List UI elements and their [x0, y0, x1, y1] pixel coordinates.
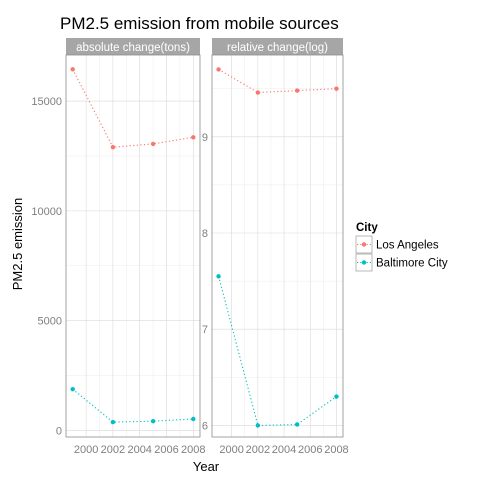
panel-1: absolute change(tons) 0 5000 10000 15000 2000… — [31, 38, 206, 456]
data-point-los-angeles — [294, 88, 300, 93]
data-point-baltimore-city — [191, 416, 196, 422]
data-point-los-angeles — [150, 141, 156, 147]
x-tick-label: 2004 — [272, 444, 296, 456]
panel-2: relative change(log) 6 7 8 9 2000 2002 2004 2006… — [202, 38, 349, 456]
y-tick-label: 5000 — [38, 316, 62, 328]
y-tick-label: 7 — [202, 324, 208, 336]
x-tick-label: 2006 — [154, 444, 178, 456]
series-line-los-angeles — [72, 69, 194, 148]
legend-key-point — [361, 242, 367, 247]
panel-2-strip — [212, 38, 343, 55]
data-point-baltimore-city — [70, 386, 75, 392]
y-tick-label: 15000 — [31, 96, 62, 108]
y-tick-label: 8 — [202, 228, 208, 240]
y-tick-label: 6 — [202, 420, 208, 432]
data-point-los-angeles — [334, 86, 339, 91]
legend-key-point — [361, 260, 367, 265]
data-point-baltimore-city — [255, 423, 261, 428]
legend-label: Baltimore City — [376, 258, 448, 270]
data-point-baltimore-city — [150, 418, 156, 424]
x-tick-label: 2008 — [181, 444, 205, 456]
x-tick-label: 2008 — [324, 444, 348, 456]
data-point-los-angeles — [255, 90, 261, 95]
legend: City Los Angeles Baltimore City — [355, 222, 448, 272]
y-tick-label: 0 — [56, 425, 62, 437]
panels-layer: absolute change(tons) 0 5000 10000 15000 2000… — [31, 38, 349, 456]
data-point-baltimore-city — [216, 274, 221, 279]
legend-title: City — [356, 222, 378, 234]
x-tick-label: 2006 — [298, 444, 322, 456]
data-point-baltimore-city — [334, 394, 339, 399]
x-tick-label: 2002 — [246, 444, 270, 456]
legend-item-los-angeles: Los Angeles — [355, 235, 439, 254]
data-point-los-angeles — [110, 145, 116, 150]
y-tick-label: 10000 — [31, 206, 62, 218]
data-point-los-angeles — [216, 67, 221, 72]
panel-1-strip-label: absolute change(tons) — [76, 42, 190, 54]
x-tick-label: 2004 — [127, 444, 151, 456]
data-point-baltimore-city — [110, 419, 116, 425]
series-line-baltimore-city — [72, 388, 194, 423]
data-point-los-angeles — [191, 135, 196, 140]
legend-label: Los Angeles — [376, 240, 439, 252]
panel-1-border — [65, 54, 201, 438]
series-line-los-angeles — [218, 68, 337, 94]
series-line-baltimore-city — [218, 276, 337, 427]
data-point-baltimore-city — [294, 422, 300, 427]
legend-item-baltimore-city: Baltimore City — [355, 253, 448, 272]
y-axis-title: PM2.5 emission — [10, 198, 25, 290]
x-axis-title: Year — [193, 459, 220, 474]
chart-title: PM2.5 emission from mobile sources — [60, 14, 339, 33]
y-tick-label: 9 — [202, 132, 208, 144]
x-tick-label: 2000 — [219, 444, 243, 456]
x-tick-label: 2000 — [74, 444, 98, 456]
panel-2-border — [211, 54, 344, 438]
panel-2-strip-label: relative change(log) — [227, 42, 328, 54]
data-point-los-angeles — [70, 67, 75, 72]
x-tick-label: 2002 — [101, 444, 125, 456]
panel-1-strip — [66, 38, 200, 55]
